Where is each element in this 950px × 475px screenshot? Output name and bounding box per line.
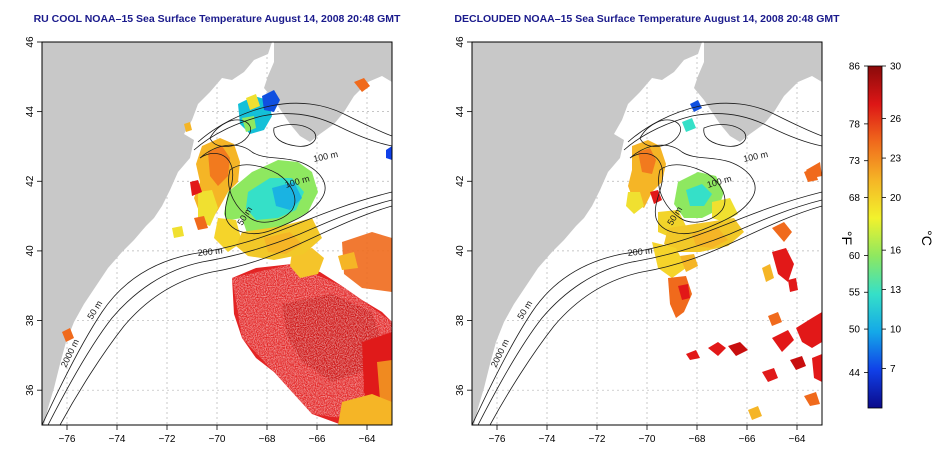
right-map-axes: −76 −74 −72 −70 −68 −66 −64 36 38 40 42 44 46 [455,36,806,445]
colorbar-celsius-tick-label: 26 [890,114,902,125]
left-map-panel: RU COOL NOAA–15 Sea Surface Temperature … [25,13,401,445]
colorbar-celsius-tick-label: 30 [890,62,902,73]
colorbar-fahrenheit-tick-label: 73 [849,156,861,167]
left-map-title: RU COOL NOAA–15 Sea Surface Temperature … [34,13,401,25]
right-y-tick-label: 44 [455,106,466,118]
colorbar-celsius-tick-label: 20 [890,193,902,204]
right-x-tick-label: −72 [589,434,606,445]
left-x-tick-label: −70 [209,434,226,445]
right-x-tick-label: −64 [789,434,806,445]
colorbar-fahrenheit-tick-label: 68 [849,193,861,204]
right-x-tick-label: −76 [489,434,506,445]
left-map-axes: −76 −74 −72 −70 −68 −66 −64 36 38 40 42 44 46 [25,36,376,445]
colorbar-celsius-tick-label: 16 [890,246,902,257]
right-y-tick-label: 42 [455,175,466,187]
colorbar-celsius-label: °C [919,230,935,246]
colorbar-fahrenheit-tick-label: 78 [849,119,861,130]
colorbar-celsius-tick-label: 10 [890,325,902,336]
right-map-title: DECLOUDED NOAA–15 Sea Surface Temperatur… [454,13,840,25]
left-y-tick-label: 42 [25,175,36,187]
left-contour-label-200m: 200 m [197,245,223,258]
left-map-bathymetry-contours [42,102,392,425]
colorbar-celsius-tick-label: 23 [890,154,902,165]
right-map-panel: DECLOUDED NOAA–15 Sea Surface Temperatur… [454,13,840,445]
right-x-tick-label: −68 [689,434,706,445]
colorbar-celsius-tick-label: 7 [890,364,896,375]
right-y-tick-label: 46 [455,36,466,48]
left-map-sst-field [62,78,392,425]
left-y-tick-label: 40 [25,245,36,257]
colorbar-celsius-tick-label: 13 [890,285,902,296]
temperature-colorbar: 86 78 73 68 60 55 50 44 30 26 23 20 16 13 10 7 °F °C [839,62,935,409]
left-y-tick-label: 38 [25,315,36,327]
left-x-tick-label: −72 [159,434,176,445]
left-x-tick-label: −74 [109,434,126,445]
right-y-tick-label: 40 [455,245,466,257]
left-x-tick-label: −64 [359,434,376,445]
colorbar-fahrenheit-tick-label: 44 [849,368,861,379]
left-x-tick-label: −76 [59,434,76,445]
left-y-tick-label: 36 [25,384,36,396]
colorbar-fahrenheit-label: °F [839,231,855,245]
left-y-tick-label: 44 [25,106,36,118]
colorbar-gradient [867,65,883,409]
colorbar-fahrenheit-tick-label: 86 [849,62,861,73]
colorbar-fahrenheit-tick-label: 55 [849,288,861,299]
right-x-tick-label: −74 [539,434,556,445]
left-x-tick-label: −66 [309,434,326,445]
left-x-tick-label: −68 [259,434,276,445]
right-y-tick-label: 38 [455,315,466,327]
right-contour-label-200m: 200 m [627,245,653,258]
right-x-tick-label: −70 [639,434,656,445]
right-map-sst-field [626,100,822,420]
left-y-tick-label: 46 [25,36,36,48]
right-y-tick-label: 36 [455,384,466,396]
colorbar-fahrenheit-tick-label: 60 [849,251,861,262]
colorbar-fahrenheit-tick-label: 50 [849,325,861,336]
right-x-tick-label: −66 [739,434,756,445]
right-map-bathymetry-contours [472,102,822,425]
